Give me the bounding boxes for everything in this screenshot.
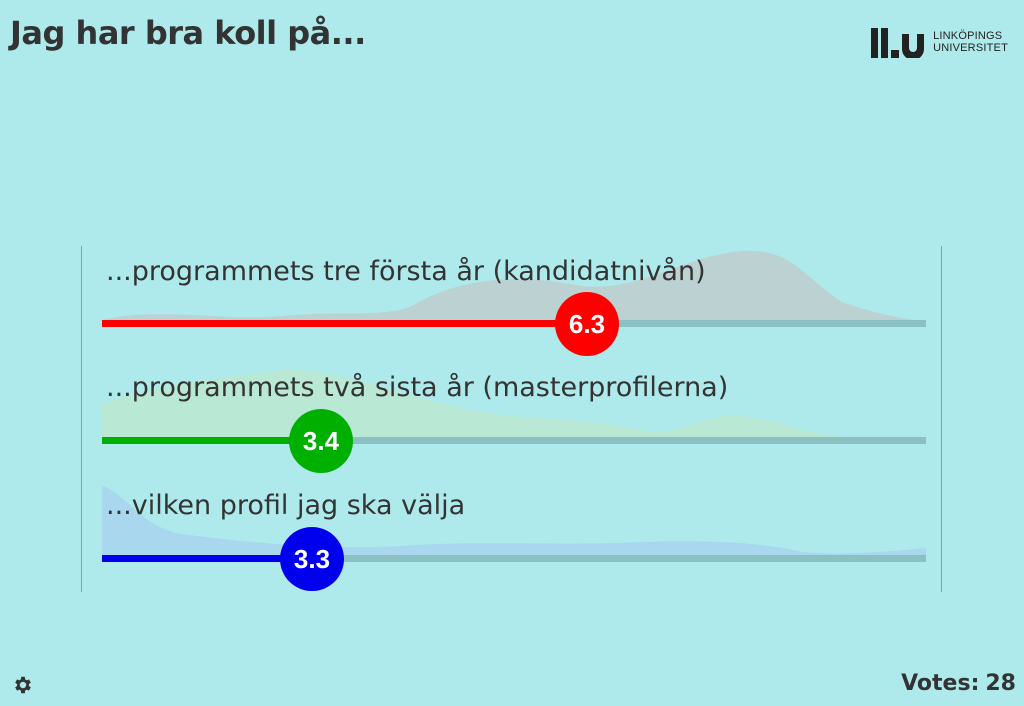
gear-icon[interactable] — [12, 674, 34, 696]
question-label-3: ...vilken profil jag ska välja — [106, 490, 466, 521]
slider-fill-1 — [102, 320, 586, 327]
slider-fill-3 — [102, 555, 310, 562]
liu-logo-mark — [871, 28, 925, 58]
logo-line-1: LINKÖPINGS — [933, 30, 1003, 42]
votes-label: Votes: — [901, 671, 980, 696]
slider-value-1[interactable]: 6.3 — [555, 292, 619, 356]
question-label-1: ...programmets tre första år (kandidatni… — [106, 256, 706, 287]
distribution-area-3 — [102, 486, 926, 560]
slider-fill-2 — [102, 437, 320, 444]
votes-number: 28 — [985, 671, 1016, 696]
slider-track-3 — [102, 555, 926, 562]
scale-right-border — [941, 246, 942, 592]
scale-left-border — [81, 246, 82, 592]
slider-value-3[interactable]: 3.3 — [280, 527, 344, 591]
logo-line-2: UNIVERSITET — [933, 42, 1008, 54]
votes-count: Votes: 28 — [895, 671, 1016, 696]
liu-logo-text: LINKÖPINGS UNIVERSITET — [933, 30, 1008, 54]
question-label-2: ...programmets två sista år (masterprofi… — [106, 372, 729, 403]
liu-logo: LINKÖPINGS UNIVERSITET — [871, 26, 1008, 58]
slider-value-2[interactable]: 3.4 — [289, 409, 353, 473]
slider-track-2 — [102, 437, 926, 444]
distribution-area-1 — [102, 250, 926, 326]
page-title: Jag har bra koll på... — [10, 14, 366, 52]
